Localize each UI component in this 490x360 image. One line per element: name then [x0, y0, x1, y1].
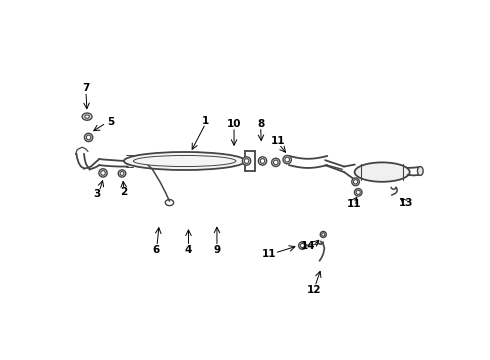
Ellipse shape: [271, 158, 280, 167]
Ellipse shape: [260, 159, 265, 163]
Text: 10: 10: [227, 118, 241, 129]
Ellipse shape: [353, 180, 358, 184]
Ellipse shape: [300, 243, 304, 248]
Ellipse shape: [283, 156, 292, 164]
Ellipse shape: [101, 171, 105, 175]
Text: 7: 7: [82, 83, 90, 93]
Ellipse shape: [120, 172, 124, 175]
Text: 11: 11: [262, 249, 276, 259]
Ellipse shape: [320, 231, 326, 238]
Text: 11: 11: [346, 199, 361, 209]
Text: 4: 4: [185, 245, 192, 255]
Ellipse shape: [352, 178, 359, 186]
Circle shape: [85, 115, 89, 118]
Text: 8: 8: [257, 118, 264, 129]
Ellipse shape: [322, 233, 325, 236]
Text: 11: 11: [270, 136, 285, 146]
Text: 12: 12: [307, 285, 321, 295]
Ellipse shape: [99, 169, 107, 177]
Text: 2: 2: [120, 187, 127, 197]
Text: 9: 9: [213, 245, 220, 255]
Ellipse shape: [285, 157, 290, 162]
Circle shape: [82, 113, 92, 120]
Text: 1: 1: [202, 116, 209, 126]
Ellipse shape: [133, 156, 236, 167]
Text: 5: 5: [107, 117, 114, 127]
Ellipse shape: [258, 157, 267, 165]
Ellipse shape: [273, 160, 278, 165]
Text: 3: 3: [94, 189, 101, 199]
Ellipse shape: [245, 159, 249, 163]
Ellipse shape: [417, 167, 423, 175]
Ellipse shape: [124, 152, 245, 170]
Text: 13: 13: [399, 198, 413, 208]
Ellipse shape: [298, 242, 306, 249]
Text: 6: 6: [152, 245, 160, 255]
Ellipse shape: [118, 170, 126, 177]
Ellipse shape: [243, 157, 251, 165]
Ellipse shape: [356, 190, 360, 194]
Ellipse shape: [84, 133, 93, 141]
Text: 14: 14: [301, 241, 316, 251]
Ellipse shape: [354, 189, 362, 196]
Ellipse shape: [86, 135, 91, 140]
Ellipse shape: [355, 162, 410, 182]
